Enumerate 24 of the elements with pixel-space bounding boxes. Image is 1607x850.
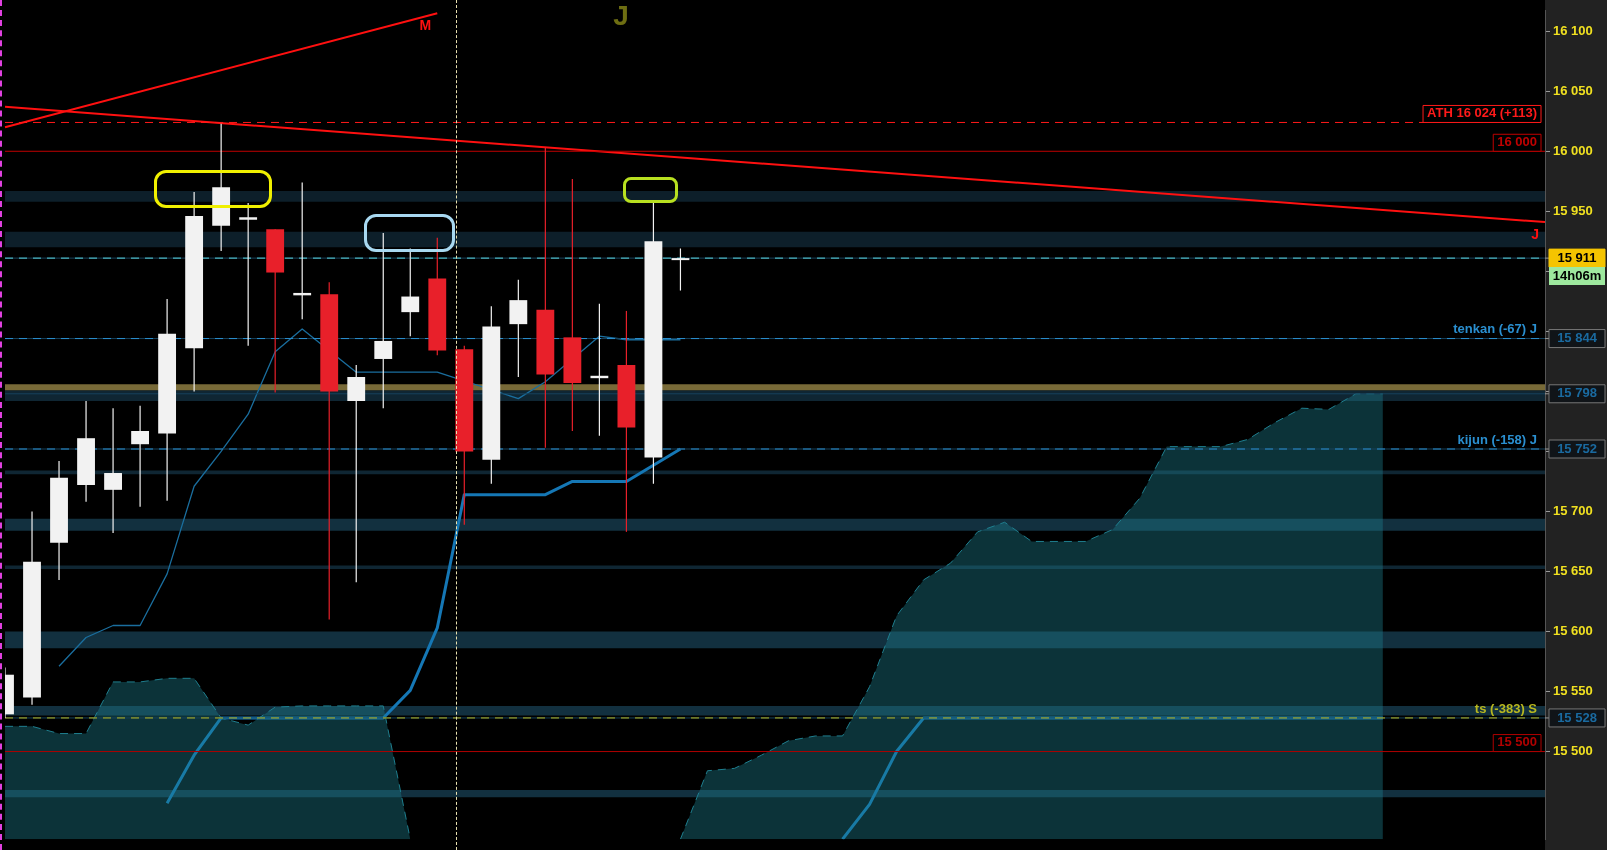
ref-line-label: kijun (-158) J bbox=[1457, 431, 1537, 447]
ref-line-label: 15 500 bbox=[1497, 734, 1537, 750]
ref-line-label: 15 752 bbox=[1557, 440, 1597, 456]
y-tick-label: 16 050 bbox=[1553, 82, 1593, 98]
y-tick-label: 15 950 bbox=[1553, 202, 1593, 218]
ref-line-label: ts (-383) S bbox=[1474, 700, 1538, 716]
y-tick-label: 15 600 bbox=[1553, 623, 1593, 639]
ref-line-label: tenkan (-67) J bbox=[1453, 321, 1537, 337]
ref-line-label: 15 844 bbox=[1557, 330, 1598, 346]
ref-line-label: 15 911 bbox=[1557, 249, 1597, 265]
text: 14h06m bbox=[1552, 267, 1602, 283]
y-tick-label: 15 550 bbox=[1553, 683, 1593, 699]
ref-line-label: 15 798 bbox=[1557, 385, 1597, 401]
y-tick-label: 16 000 bbox=[1553, 142, 1593, 158]
y-tick-label: 15 500 bbox=[1553, 743, 1593, 759]
chart-title: J bbox=[613, 0, 629, 31]
series-label: J bbox=[1531, 225, 1539, 242]
ref-line-label: ATH 16 024 (+113) bbox=[1427, 105, 1537, 121]
y-tick-label: 15 700 bbox=[1553, 503, 1593, 519]
ref-line-label: 15 528 bbox=[1557, 709, 1597, 725]
ref-line-label: 16 000 bbox=[1497, 133, 1537, 149]
y-tick-label: 15 650 bbox=[1553, 563, 1593, 579]
y-tick-label: 16 100 bbox=[1553, 22, 1593, 38]
series-label: M bbox=[419, 17, 432, 34]
